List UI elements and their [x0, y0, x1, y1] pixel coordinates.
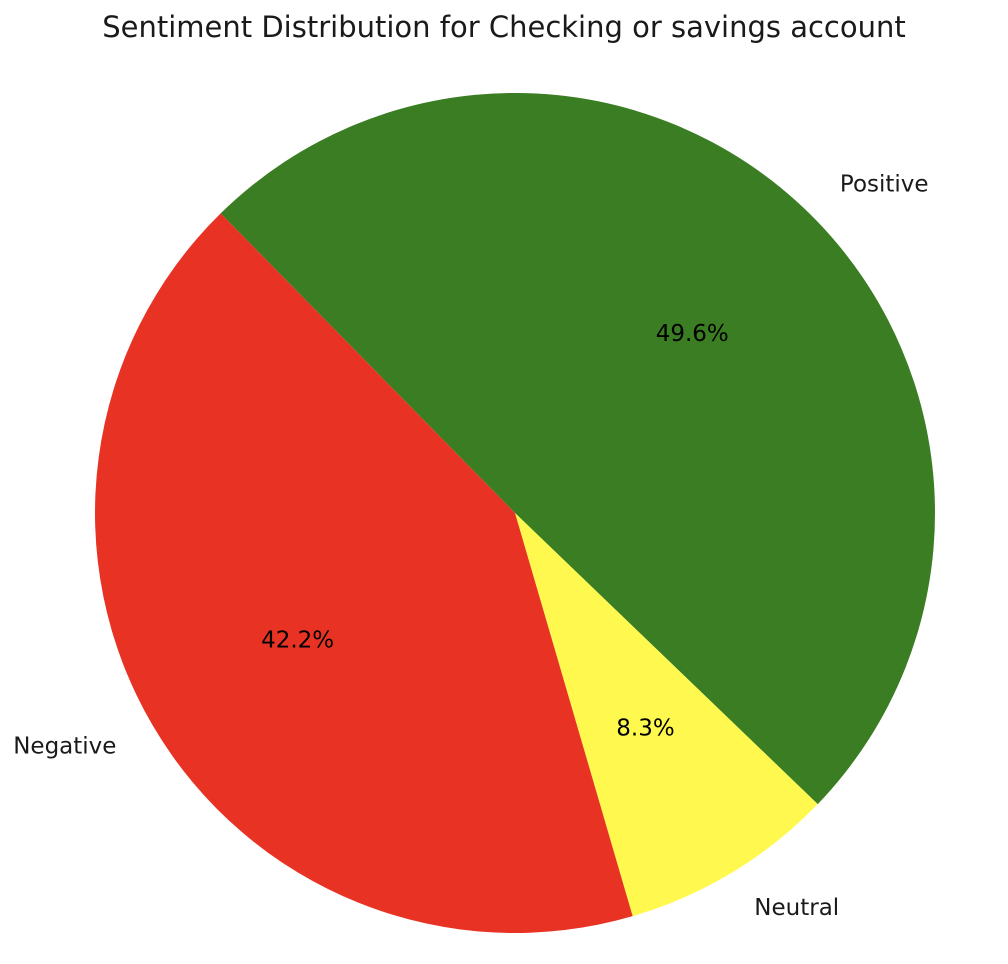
slice-percent-positive: 49.6%	[656, 321, 729, 347]
pie-slices	[95, 92, 936, 933]
pie-slice-negative	[95, 213, 633, 933]
slice-percent-neutral: 8.3%	[616, 716, 674, 742]
pie-slice-neutral	[515, 513, 818, 917]
chart-title: Sentiment Distribution for Checking or s…	[102, 10, 906, 44]
pie-slice-positive	[220, 92, 936, 805]
pie-labels: Positive 49.6% Neutral 8.3% Negative 42.2%	[13, 172, 928, 922]
slice-label-neutral: Neutral	[754, 895, 839, 921]
slice-label-negative: Negative	[13, 734, 116, 760]
slice-label-positive: Positive	[840, 172, 929, 198]
slice-percent-negative: 42.2%	[261, 627, 334, 653]
